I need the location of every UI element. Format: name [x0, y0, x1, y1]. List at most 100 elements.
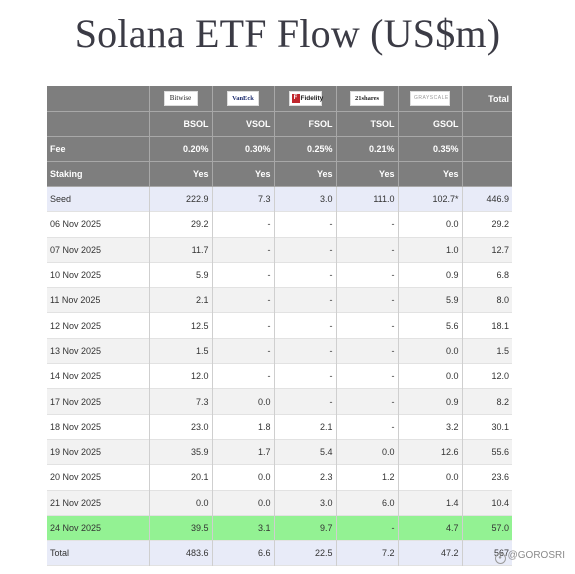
row-total-cell: 12.0: [462, 363, 512, 389]
flow-cell: 0.0: [398, 211, 463, 238]
fee-row: Fee 0.20% 0.30% 0.25% 0.21% 0.35%: [47, 136, 512, 162]
fee-row-label: Fee: [47, 136, 150, 162]
flow-cell: -: [274, 338, 337, 364]
staking-cell: Yes: [274, 161, 337, 187]
fee-cell: 0.25%: [274, 136, 337, 162]
flow-data-body: Seed 222.9 7.3 3.0 111.0 102.7* 446.9 06…: [47, 186, 512, 566]
fidelity-mark-icon: F: [291, 94, 300, 103]
table-row: 14 Nov 2025 12.0 - - - 0.0 12.0: [47, 363, 512, 389]
flow-cell: 1.2: [336, 464, 399, 491]
flow-cell: 7.2: [336, 540, 399, 566]
flow-cell: -: [274, 211, 337, 238]
flow-cell: -: [274, 388, 337, 415]
fee-cell: 0.35%: [398, 136, 463, 162]
flow-cell: 29.2: [149, 211, 213, 238]
row-date: 21 Nov 2025: [47, 490, 150, 516]
ticker-row-label: [47, 111, 150, 137]
flow-cell: -: [212, 363, 275, 389]
flow-cell: -: [274, 287, 337, 313]
flow-cell: -: [336, 388, 399, 415]
flow-cell: 2.1: [149, 287, 213, 313]
flow-cell: 0.9: [398, 388, 463, 415]
flow-cell: 3.0: [274, 186, 337, 212]
flow-cell: 6.0: [336, 490, 399, 516]
flow-cell: 12.0: [149, 363, 213, 389]
staking-cell: Yes: [212, 161, 275, 187]
row-date: 20 Nov 2025: [47, 464, 150, 491]
flow-cell: 22.5: [274, 540, 337, 566]
ticker-row: BSOL VSOL FSOL TSOL GSOL: [47, 111, 512, 137]
flow-cell: -: [336, 312, 399, 339]
staking-cell: Yes: [336, 161, 399, 187]
watermark: ● @GOROSRI: [494, 550, 565, 564]
ticker-cell: VSOL: [212, 111, 275, 137]
etf-flow-table: Bitwise VanEck F Fidelity 21shares GRAYSC…: [47, 86, 512, 566]
issuer-logo-cell: GRAYSCALE: [398, 86, 463, 112]
bitwise-logo: Bitwise: [163, 91, 198, 106]
flow-cell: -: [212, 211, 275, 238]
row-date: 11 Nov 2025: [47, 287, 150, 313]
table-row: 18 Nov 2025 23.0 1.8 2.1 - 3.2 30.1: [47, 414, 512, 440]
flow-cell: 3.0: [274, 490, 337, 516]
flow-cell: 2.3: [274, 464, 337, 491]
row-total-cell: 1.5: [462, 338, 512, 364]
row-total-cell: 55.6: [462, 439, 512, 465]
table-row: 13 Nov 2025 1.5 - - - 0.0 1.5: [47, 338, 512, 364]
flow-cell: 0.9: [398, 262, 463, 288]
ticker-cell: TSOL: [336, 111, 399, 137]
row-total-cell: 446.9: [462, 186, 512, 212]
flow-cell: 5.6: [398, 312, 463, 339]
flow-cell: 11.7: [149, 237, 213, 263]
table-row: 07 Nov 2025 11.7 - - - 1.0 12.7: [47, 237, 512, 263]
flow-cell: 39.5: [149, 515, 213, 541]
flow-cell: 20.1: [149, 464, 213, 491]
flow-cell: 1.5: [149, 338, 213, 364]
table-row-highlighted: 24 Nov 2025 39.5 3.1 9.7 - 4.7 57.0: [47, 515, 512, 541]
flow-cell: -: [336, 363, 399, 389]
fidelity-logo: F Fidelity: [288, 91, 324, 106]
vaneck-logo: VanEck: [227, 91, 259, 106]
flow-cell: 7.3: [149, 388, 213, 415]
staking-row: Staking Yes Yes Yes Yes Yes: [47, 161, 512, 187]
flow-cell: 0.0: [212, 388, 275, 415]
flow-cell: -: [336, 338, 399, 364]
row-date: 17 Nov 2025: [47, 388, 150, 415]
table-row: 10 Nov 2025 5.9 - - - 0.9 6.8: [47, 262, 512, 288]
issuer-logo-cell: 21shares: [336, 86, 399, 112]
flow-cell: 1.8: [212, 414, 275, 440]
flow-cell: 0.0: [398, 338, 463, 364]
flow-cell: 0.0: [398, 464, 463, 491]
table-row: 11 Nov 2025 2.1 - - - 5.9 8.0: [47, 287, 512, 313]
flow-cell: 23.0: [149, 414, 213, 440]
row-total-cell: 30.1: [462, 414, 512, 440]
flow-cell: 35.9: [149, 439, 213, 465]
flow-cell: 4.7: [398, 515, 463, 541]
table-row: 06 Nov 2025 29.2 - - - 0.0 29.2: [47, 211, 512, 238]
fee-total-cell: [462, 136, 512, 162]
grayscale-logo: GRAYSCALE: [410, 91, 450, 106]
flow-cell: 111.0: [336, 186, 399, 212]
flow-cell: 47.2: [398, 540, 463, 566]
row-total-cell: 29.2: [462, 211, 512, 238]
page-title: Solana ETF Flow (US$m): [74, 11, 501, 56]
staking-total-cell: [462, 161, 512, 187]
flow-cell: -: [212, 237, 275, 263]
flow-cell: -: [212, 338, 275, 364]
flow-cell: 0.0: [212, 464, 275, 491]
flow-cell: 6.6: [212, 540, 275, 566]
row-total-cell: 23.6: [462, 464, 512, 491]
flow-cell: 483.6: [149, 540, 213, 566]
issuer-logo-cell: F Fidelity: [274, 86, 337, 112]
total-column-header: Total: [462, 86, 512, 112]
fidelity-logo-text: Fidelity: [300, 95, 324, 102]
staking-cell: Yes: [149, 161, 213, 187]
21shares-logo: 21shares: [350, 91, 384, 106]
row-total-cell: 6.8: [462, 262, 512, 288]
flow-cell: -: [336, 237, 399, 263]
flow-cell: -: [336, 287, 399, 313]
flow-cell: 0.0: [398, 363, 463, 389]
flow-cell: 1.4: [398, 490, 463, 516]
flow-cell: 9.7: [274, 515, 337, 541]
fee-cell: 0.30%: [212, 136, 275, 162]
flow-cell: 5.9: [398, 287, 463, 313]
